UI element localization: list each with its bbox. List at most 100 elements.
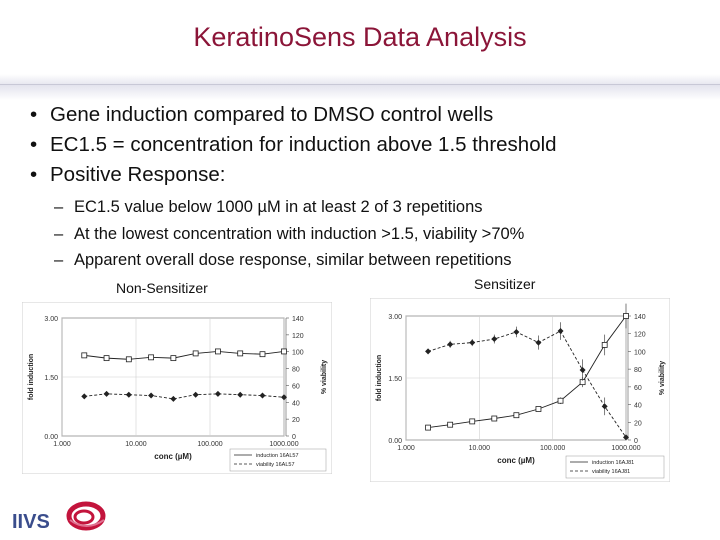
x-tick-label: 1.000 <box>53 441 71 448</box>
data-point-diamond <box>125 391 132 398</box>
data-point-square <box>237 350 244 357</box>
x-tick-label: 100.000 <box>197 441 222 448</box>
data-point-diamond <box>425 348 432 355</box>
y-tick-label: 3.00 <box>44 316 58 323</box>
data-point-square <box>81 352 88 359</box>
non-sensitizer-chart: 0.00 1.50 3.00 1.000 10.000 100.000 1000.000 0 2… <box>22 302 332 474</box>
y2-tick-label: 100 <box>292 350 304 357</box>
sub-bullet-text: EC1.5 value below 1000 µM in at least 2 … <box>74 198 483 216</box>
non-sensitizer-caption: Non-Sensitizer <box>116 280 208 296</box>
y2-tick-label: 140 <box>634 314 646 321</box>
bullet-dot-icon: • <box>30 133 38 156</box>
y-tick-label: 1.50 <box>388 376 402 383</box>
bullet-text: Gene induction compared to DMSO control … <box>50 103 494 126</box>
bullet-list: • Gene induction compared to DMSO control… <box>30 100 557 190</box>
sub-bullet-list: – EC1.5 value below 1000 µM in at least 2… <box>54 194 524 274</box>
data-point-diamond <box>103 390 110 397</box>
data-point-square <box>469 418 476 425</box>
data-point-diamond <box>81 393 88 400</box>
bullet-item: • Positive Response: <box>30 160 557 190</box>
legend-label: induction 16AJ81 <box>592 460 634 466</box>
y2-tick-label: 20 <box>292 417 300 424</box>
x-tick-label: 1000.000 <box>269 441 298 448</box>
data-point-diamond <box>214 390 221 397</box>
y-tick-label: 0.00 <box>44 434 58 441</box>
bullet-text: EC1.5 = concentration for induction abov… <box>50 133 557 156</box>
data-point-square <box>513 412 520 419</box>
data-point-diamond <box>601 403 608 410</box>
bullet-text: Positive Response: <box>50 163 226 186</box>
x-tick-label: 1000.000 <box>611 445 640 452</box>
data-point-diamond <box>491 336 498 343</box>
data-point-diamond <box>259 392 266 399</box>
y2-tick-label: 100 <box>634 349 646 356</box>
data-point-square <box>535 406 542 412</box>
y-tick-label: 3.00 <box>388 314 402 321</box>
data-point-square <box>447 421 454 428</box>
data-point-square <box>170 355 177 362</box>
data-point-diamond <box>579 367 586 374</box>
data-point-diamond <box>513 328 520 335</box>
dash-icon: – <box>54 224 64 243</box>
y2-tick-label: 60 <box>292 383 300 390</box>
sub-bullet-text: Apparent overall dose response, similar … <box>74 251 512 269</box>
y2-tick-label: 40 <box>292 400 300 407</box>
y2-tick-label: 80 <box>634 367 642 374</box>
legend-label: viability 16AJ81 <box>592 469 630 475</box>
sensitizer-caption: Sensitizer <box>474 276 536 292</box>
x-tick-label: 10.000 <box>125 441 147 448</box>
y2-axis-label: % viability <box>321 360 328 394</box>
legend-label: viability 16AL57 <box>256 462 295 468</box>
data-point-square <box>103 355 110 362</box>
title-divider <box>0 74 720 100</box>
y2-tick-label: 20 <box>634 420 642 427</box>
y-axis-label: fold induction <box>28 354 35 400</box>
data-point-square <box>557 397 564 404</box>
bullet-dot-icon: • <box>30 163 38 186</box>
series-line <box>84 350 285 360</box>
data-point-diamond <box>237 391 244 398</box>
sub-bullet-item: – At the lowest concentration with induct… <box>54 221 524 248</box>
data-point-square <box>601 342 608 348</box>
y-tick-label: 1.50 <box>44 375 58 382</box>
data-point-square <box>192 350 199 357</box>
data-point-diamond <box>469 339 476 346</box>
x-tick-label: 1.000 <box>397 445 415 452</box>
data-point-diamond <box>623 434 629 441</box>
data-point-diamond <box>281 394 287 401</box>
y-tick-label: 0.00 <box>388 438 402 445</box>
bullet-item: • EC1.5 = concentration for induction abo… <box>30 130 557 160</box>
x-axis-label: conc (µM) <box>497 456 535 465</box>
data-point-square <box>215 348 221 355</box>
dash-icon: – <box>54 198 64 216</box>
data-point-square <box>425 424 431 431</box>
y2-tick-label: 0 <box>634 438 638 445</box>
sub-bullet-item: – Apparent overall dose response, similar… <box>54 247 524 274</box>
y2-tick-label: 140 <box>292 316 304 323</box>
series-line <box>428 315 627 429</box>
x-tick-label: 10.000 <box>469 445 491 452</box>
y2-tick-label: 80 <box>292 367 300 374</box>
data-point-square <box>491 415 498 422</box>
data-point-square <box>125 356 132 363</box>
y-axis-label: fold induction <box>376 355 383 401</box>
legend-label: induction 16AL57 <box>256 453 299 459</box>
bullet-item: • Gene induction compared to DMSO control… <box>30 100 557 130</box>
logo-text: IIVS <box>12 511 50 533</box>
y2-tick-label: 60 <box>634 385 642 392</box>
y2-tick-label: 0 <box>292 434 296 441</box>
data-point-square <box>148 354 155 361</box>
y2-axis-label: % viability <box>659 361 666 395</box>
data-point-diamond <box>192 391 199 398</box>
data-point-square <box>259 351 266 358</box>
slide-title: KeratinoSens Data Analysis <box>193 22 527 52</box>
y2-tick-label: 120 <box>634 332 646 339</box>
data-point-diamond <box>170 395 177 402</box>
data-point-diamond <box>535 339 542 346</box>
x-tick-label: 100.000 <box>540 445 565 452</box>
title-divider-line <box>0 84 720 85</box>
data-point-square <box>623 313 629 319</box>
sub-bullet-text: At the lowest concentration with inducti… <box>74 224 525 243</box>
